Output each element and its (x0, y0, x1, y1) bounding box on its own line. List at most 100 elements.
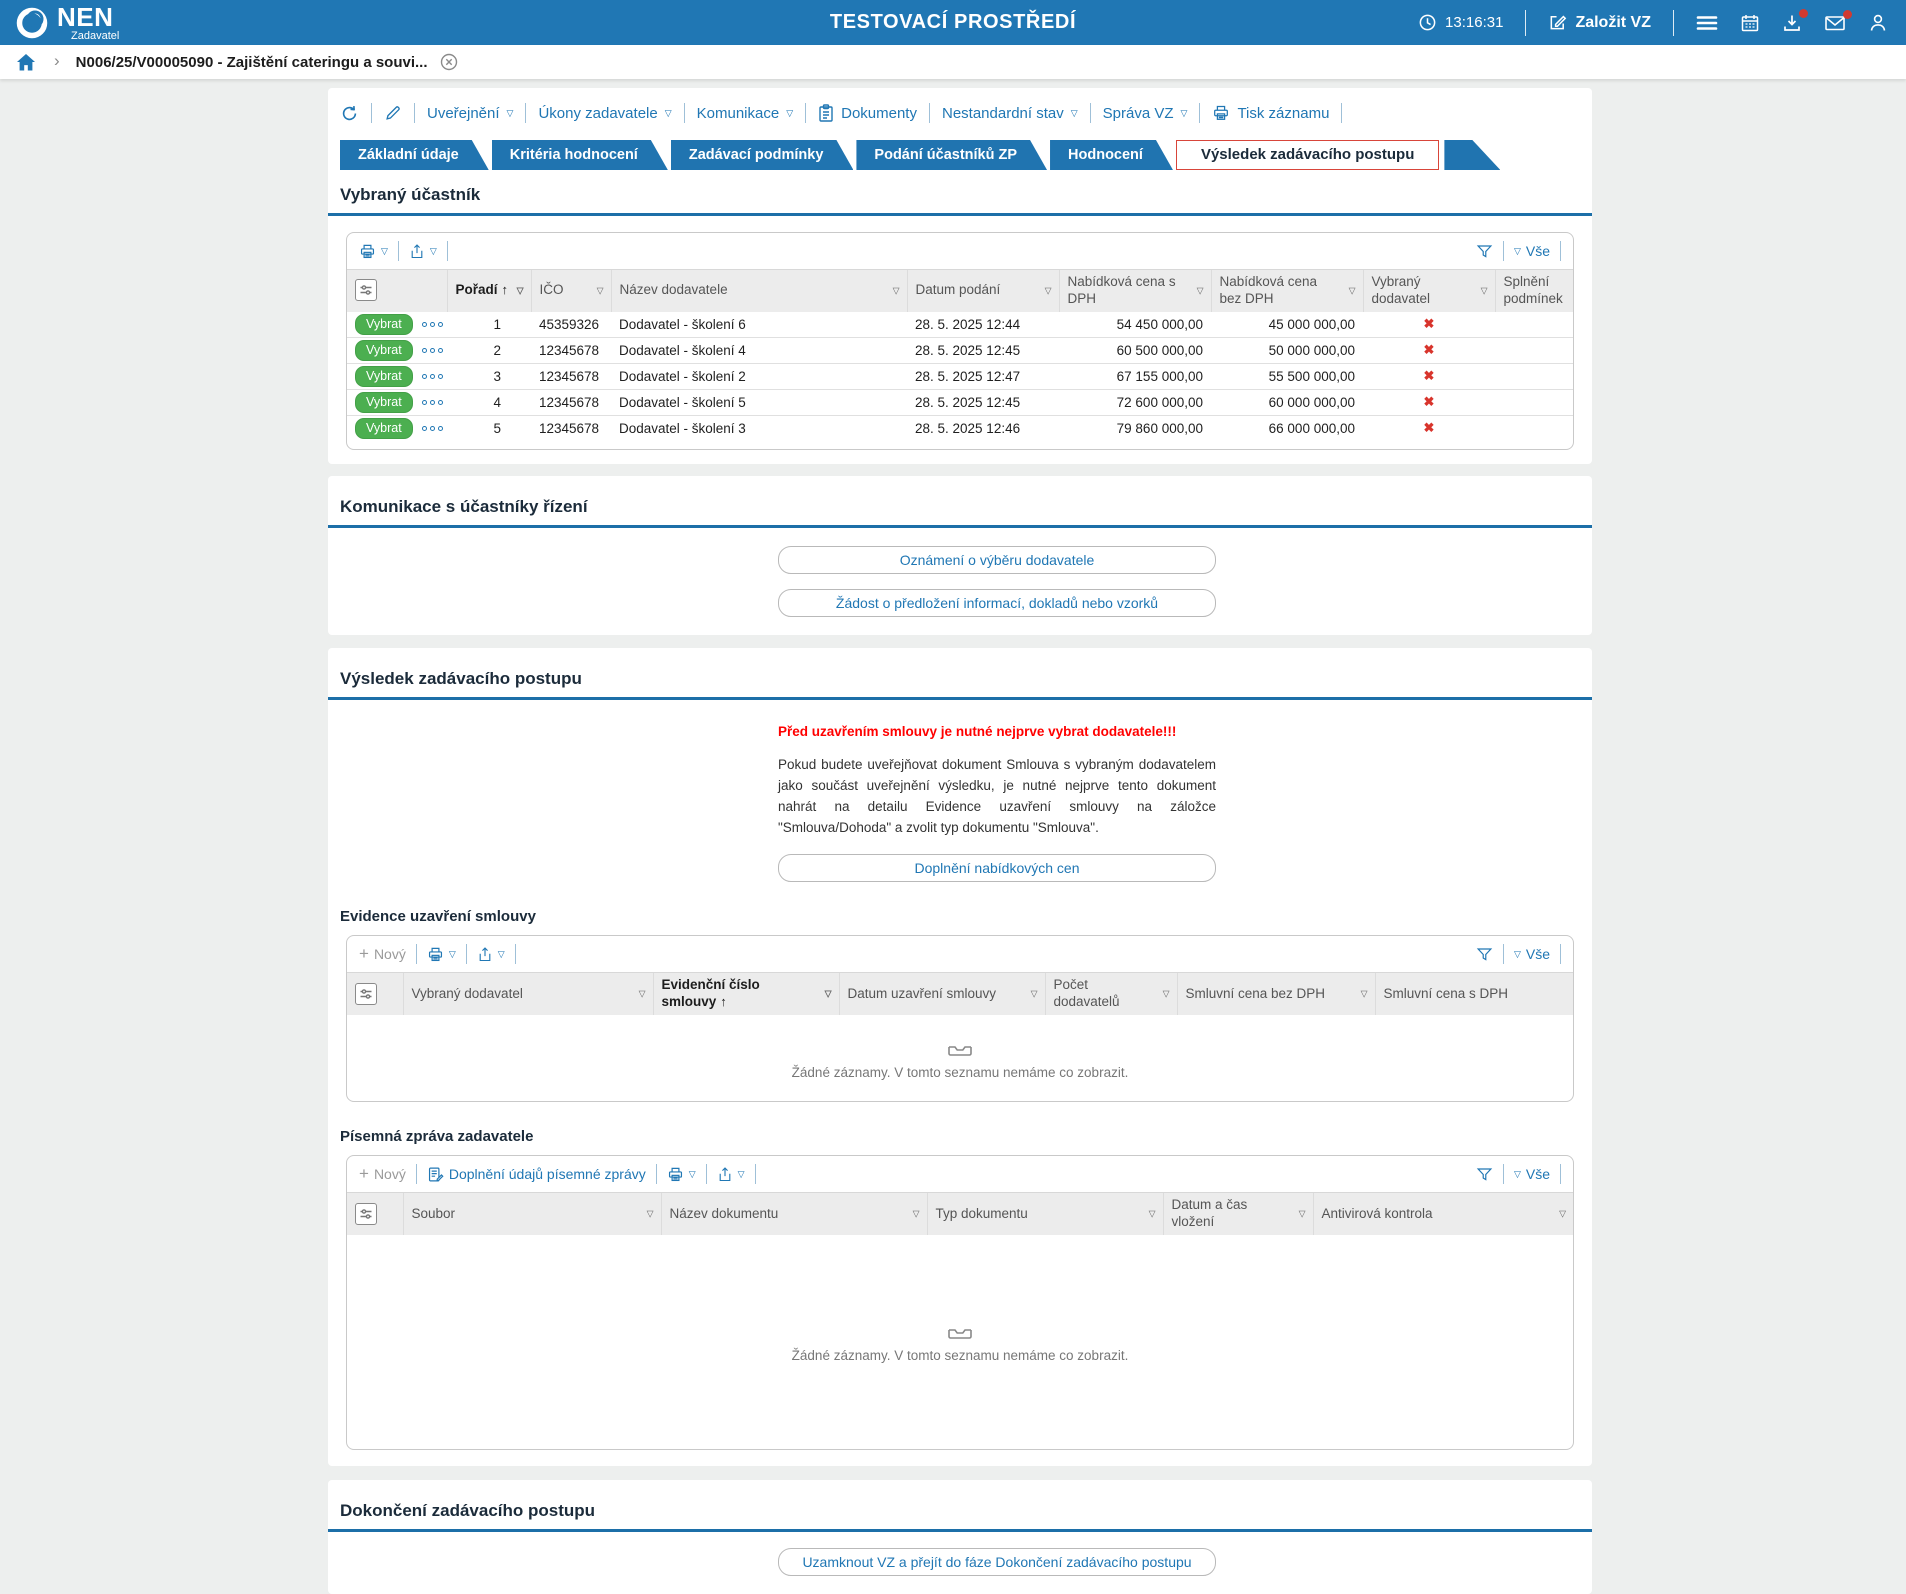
show-all-button[interactable]: ▽ Vše (1514, 1166, 1550, 1182)
col-header-soubor[interactable]: Soubor ▽ (402, 1192, 661, 1235)
calendar-button[interactable] (1740, 13, 1760, 33)
show-all-button[interactable]: ▽ Vše (1514, 243, 1550, 259)
doplneni-udaju-button[interactable]: Doplnění údajů písemné zprávy (427, 1166, 646, 1183)
menu-dokumenty[interactable]: Dokumenty (818, 104, 917, 122)
filter-dropdown-icon[interactable]: ▽ (1148, 1208, 1156, 1219)
edit-button[interactable] (384, 104, 402, 122)
filter-dropdown-icon[interactable]: ▽ (516, 285, 524, 296)
table-row[interactable]: Vybrat 4 12345678 Dodavatel - školení 5 … (347, 388, 1573, 416)
row-menu-icon[interactable] (421, 347, 443, 353)
show-all-button[interactable]: ▽ Vše (1514, 946, 1550, 962)
divider (754, 1164, 756, 1185)
col-header-smluvni-cena-s-dph[interactable]: Smluvní cena s DPH (1374, 972, 1573, 1016)
tab-zadavaci-podminky[interactable]: Zadávací podmínky (671, 140, 854, 170)
print-button[interactable]: ▽ (427, 946, 456, 963)
table-row[interactable]: Vybrat 2 12345678 Dodavatel - školení 4 … (347, 336, 1573, 364)
vybrat-button[interactable]: Vybrat (355, 365, 413, 387)
refresh-button[interactable] (340, 104, 359, 123)
vybrat-button[interactable]: Vybrat (355, 313, 413, 335)
row-menu-icon[interactable] (421, 373, 443, 379)
export-button[interactable]: ▽ (409, 243, 437, 260)
export-button[interactable]: ▽ (477, 946, 505, 963)
nen-logo[interactable]: NEN Zadavatel (14, 4, 119, 42)
zadost-o-predlozeni-button[interactable]: Žádost o předložení informací, dokladů n… (778, 588, 1216, 617)
filter-dropdown-icon[interactable]: ▽ (596, 285, 604, 296)
filter-dropdown-icon[interactable]: ▽ (646, 1208, 654, 1219)
col-header-vybrany-dodavatel[interactable]: Vybraný dodavatel ▽ (402, 972, 653, 1016)
filter-dropdown-icon[interactable]: ▽ (1559, 1208, 1566, 1219)
filter-dropdown-icon[interactable]: ▽ (1030, 988, 1038, 999)
vybrat-button[interactable]: Vybrat (355, 339, 413, 361)
close-tab-icon[interactable] (440, 53, 458, 71)
col-header-splneni-podminek[interactable]: Splnění podmínek (1494, 268, 1573, 312)
menu-nestandardni-stav[interactable]: Nestandardní stav ▽ (942, 105, 1078, 122)
table-row[interactable]: Vybrat 3 12345678 Dodavatel - školení 2 … (347, 362, 1573, 390)
filter-dropdown-icon[interactable]: ▽ (892, 285, 900, 296)
col-header-datum-cas-vlozeni[interactable]: Datum a čas vložení ▽ (1162, 1192, 1313, 1235)
column-settings-icon[interactable] (355, 982, 377, 1005)
column-settings-icon[interactable] (355, 1202, 377, 1225)
col-header-nazev-dokumentu[interactable]: Název dokumentu ▽ (660, 1192, 927, 1235)
tab-zakladni-udaje[interactable]: Základní údaje (340, 140, 489, 170)
table-row[interactable]: Vybrat 1 45359326 Dodavatel - školení 6 … (347, 312, 1573, 338)
inbox-button[interactable] (1782, 8, 1808, 33)
col-header-cena-bez-dph[interactable]: Nabídková cena bez DPH ▽ (1210, 268, 1363, 312)
menu-ukony-zadavatele[interactable]: Úkony zadavatele ▽ (538, 105, 671, 122)
new-record-button[interactable]: + Nový (359, 945, 406, 963)
filter-dropdown-icon[interactable]: ▽ (1044, 285, 1052, 296)
user-button[interactable] (1868, 13, 1888, 33)
col-header-typ-dokumentu[interactable]: Typ dokumentu ▽ (926, 1192, 1163, 1235)
vybrat-button[interactable]: Vybrat (355, 417, 413, 439)
col-header-pocet-dodavatelu[interactable]: Počet dodavatelů ▽ (1044, 972, 1177, 1016)
home-icon[interactable] (16, 53, 36, 72)
chevron-down-icon: ▽ (1070, 108, 1078, 118)
uzamknout-vz-button[interactable]: Uzamknout VZ a přejít do fáze Dokončení … (778, 1547, 1216, 1576)
export-button[interactable]: ▽ (717, 1166, 745, 1183)
col-header-datum-podani[interactable]: Datum podání ▽ (906, 268, 1059, 312)
filter-dropdown-icon[interactable]: ▽ (1162, 988, 1170, 999)
filter-button[interactable] (1476, 1166, 1493, 1183)
col-header-datum-uzavreni[interactable]: Datum uzavření smlouvy ▽ (838, 972, 1045, 1016)
filter-button[interactable] (1476, 243, 1493, 260)
filter-dropdown-icon[interactable]: ▽ (1360, 988, 1368, 999)
col-header-vybrany-dodavatel[interactable]: Vybraný dodavatel ▽ (1362, 268, 1495, 312)
menu-button[interactable] (1696, 14, 1718, 32)
vybrat-button[interactable]: Vybrat (355, 391, 413, 413)
oznameni-o-vyberu-button[interactable]: Oznámení o výběru dodavatele (778, 545, 1216, 574)
doplneni-nabidkovych-cen-button[interactable]: Doplnění nabídkových cen (778, 854, 1216, 883)
filter-dropdown-icon[interactable]: ▽ (1348, 285, 1356, 296)
row-menu-icon[interactable] (421, 321, 443, 327)
row-menu-icon[interactable] (421, 425, 443, 431)
row-menu-icon[interactable] (421, 399, 443, 405)
menu-sprava-vz[interactable]: Správa VZ ▽ (1103, 105, 1188, 122)
create-vz-button[interactable]: Založit VZ (1548, 13, 1651, 32)
new-record-button[interactable]: + Nový (359, 1165, 406, 1183)
tab-podani-ucastniku[interactable]: Podání účastníků ZP (856, 140, 1047, 170)
filter-dropdown-icon[interactable]: ▽ (1298, 1208, 1306, 1219)
col-header-ico[interactable]: IČO ▽ (530, 268, 611, 312)
print-button[interactable]: ▽ (359, 243, 388, 260)
menu-tisk-zaznamu[interactable]: Tisk záznamu (1212, 104, 1329, 122)
col-header-antivirova-kontrola[interactable]: Antivirová kontrola ▽ (1312, 1192, 1573, 1235)
col-header-poradi[interactable]: Pořadí ↑ ▽ (446, 268, 531, 312)
col-header-nazev-dodavatele[interactable]: Název dodavatele ▽ (610, 268, 907, 312)
table-row[interactable]: Vybrat 5 12345678 Dodavatel - školení 3 … (347, 414, 1573, 441)
col-header-cena-s-dph[interactable]: Nabídková cena s DPH ▽ (1058, 268, 1211, 312)
column-settings-icon[interactable] (355, 279, 377, 302)
filter-button[interactable] (1476, 946, 1493, 963)
filter-dropdown-icon[interactable]: ▽ (1196, 285, 1204, 296)
menu-komunikace[interactable]: Komunikace ▽ (697, 105, 793, 122)
filter-dropdown-icon[interactable]: ▽ (638, 988, 646, 999)
filter-dropdown-icon[interactable]: ▽ (1480, 285, 1488, 296)
filter-dropdown-icon[interactable]: ▽ (824, 988, 832, 999)
menu-uverejneni[interactable]: Uveřejnění ▽ (427, 105, 513, 122)
filter-dropdown-icon[interactable]: ▽ (912, 1208, 920, 1219)
col-header-smluvni-cena-bez-dph[interactable]: Smluvní cena bez DPH ▽ (1176, 972, 1375, 1016)
divider (1199, 103, 1201, 123)
messages-button[interactable] (1824, 9, 1852, 32)
tab-hodnoceni[interactable]: Hodnocení (1050, 140, 1173, 170)
tab-vysledek-zadavaciho-postupu[interactable]: Výsledek zadávacího postupu (1175, 140, 1440, 170)
col-header-evidencni-cislo[interactable]: Evidenční číslo smlouvy ↑ ▽ (652, 972, 839, 1016)
print-button[interactable]: ▽ (667, 1166, 696, 1183)
tab-kriteria-hodnoceni[interactable]: Kritéria hodnocení (492, 140, 668, 170)
